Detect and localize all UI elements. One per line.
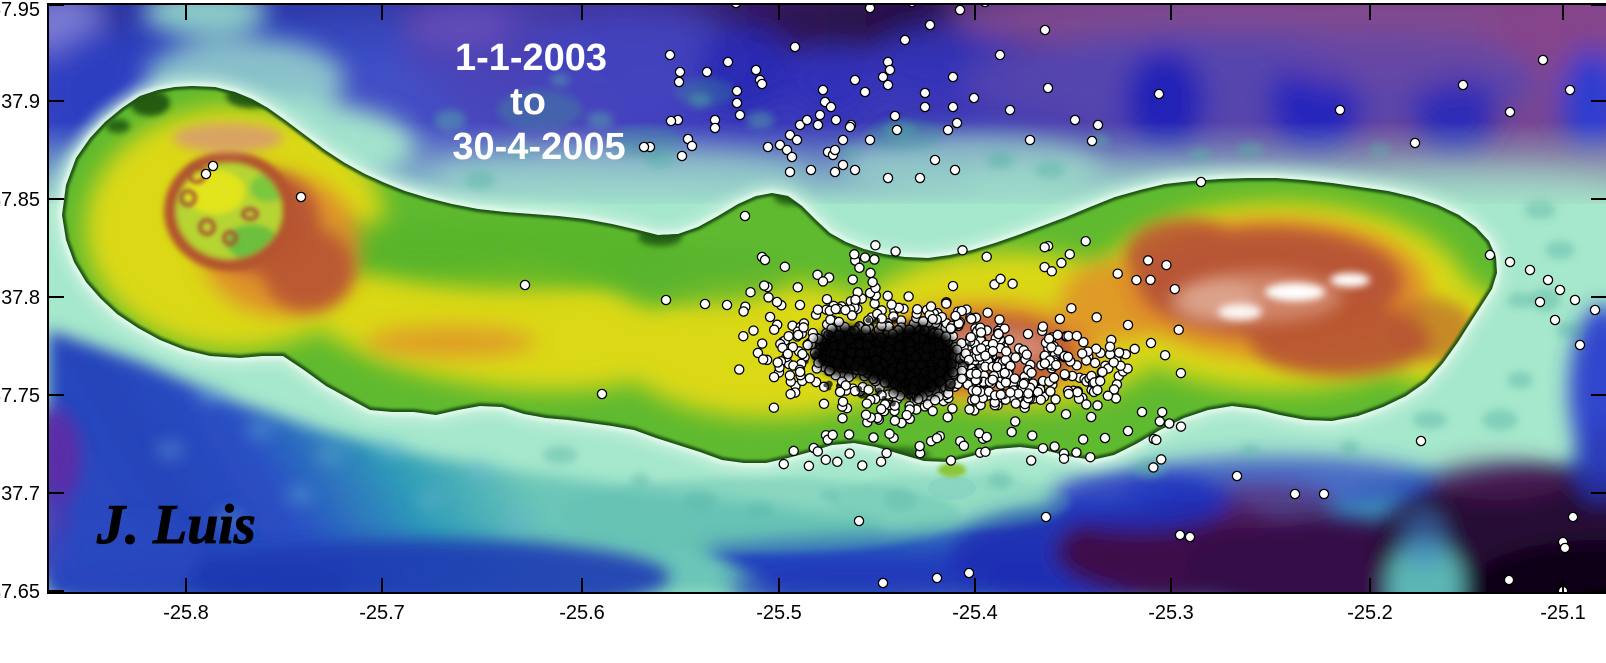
svg-text:J. Luis: J. Luis — [96, 494, 256, 556]
svg-text:to: to — [510, 81, 546, 123]
svg-text:-25.3: -25.3 — [1148, 602, 1194, 624]
svg-text:-25.2: -25.2 — [1347, 602, 1393, 624]
svg-text:-25.5: -25.5 — [756, 602, 802, 624]
svg-text:-25.8: -25.8 — [163, 602, 209, 624]
svg-text:1-1-2003: 1-1-2003 — [455, 37, 607, 79]
svg-text:37.7: 37.7 — [1, 483, 40, 505]
svg-text:30-4-2005: 30-4-2005 — [452, 126, 625, 168]
svg-text:-25.1: -25.1 — [1540, 602, 1586, 624]
svg-text:-25.7: -25.7 — [359, 602, 405, 624]
svg-text:37.95: 37.95 — [0, 0, 40, 21]
svg-text:37.65: 37.65 — [0, 581, 40, 603]
svg-text:37.8: 37.8 — [1, 287, 40, 309]
svg-text:37.9: 37.9 — [1, 91, 40, 113]
svg-text:-25.6: -25.6 — [559, 602, 605, 624]
svg-text:37.85: 37.85 — [0, 189, 40, 211]
svg-text:-25.4: -25.4 — [952, 602, 998, 624]
svg-text:37.75: 37.75 — [0, 385, 40, 407]
